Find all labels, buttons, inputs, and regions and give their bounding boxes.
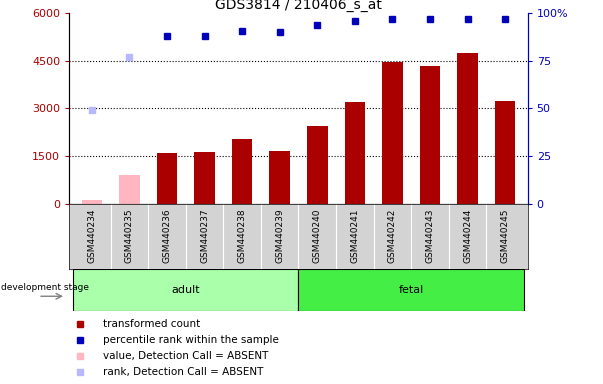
Text: GSM440242: GSM440242 xyxy=(388,209,397,263)
Bar xyxy=(457,53,478,204)
Text: adult: adult xyxy=(171,285,200,295)
Text: fetal: fetal xyxy=(399,285,424,295)
Title: GDS3814 / 210406_s_at: GDS3814 / 210406_s_at xyxy=(215,0,382,12)
Bar xyxy=(73,269,298,311)
Text: GSM440239: GSM440239 xyxy=(275,209,284,263)
Bar xyxy=(494,101,516,204)
Bar xyxy=(81,200,103,204)
Bar xyxy=(194,152,215,204)
Text: GSM440235: GSM440235 xyxy=(125,209,134,263)
Text: GSM440245: GSM440245 xyxy=(500,209,510,263)
Bar xyxy=(344,102,365,204)
Text: value, Detection Call = ABSENT: value, Detection Call = ABSENT xyxy=(103,351,268,361)
Bar xyxy=(298,269,524,311)
Text: rank, Detection Call = ABSENT: rank, Detection Call = ABSENT xyxy=(103,367,263,377)
Bar xyxy=(420,66,440,204)
Bar xyxy=(232,139,253,204)
Bar xyxy=(119,175,140,204)
Text: GSM440236: GSM440236 xyxy=(163,209,171,263)
Text: development stage: development stage xyxy=(1,283,89,292)
Text: GSM440241: GSM440241 xyxy=(350,209,359,263)
Text: percentile rank within the sample: percentile rank within the sample xyxy=(103,335,279,345)
Text: GSM440243: GSM440243 xyxy=(426,209,434,263)
Text: GSM440244: GSM440244 xyxy=(463,209,472,263)
Bar xyxy=(307,126,327,204)
Text: transformed count: transformed count xyxy=(103,319,200,329)
Bar xyxy=(270,151,290,204)
Text: GSM440240: GSM440240 xyxy=(313,209,322,263)
Text: GSM440238: GSM440238 xyxy=(238,209,247,263)
Bar xyxy=(157,154,177,204)
Text: GSM440237: GSM440237 xyxy=(200,209,209,263)
Text: GSM440234: GSM440234 xyxy=(87,209,96,263)
Bar xyxy=(382,61,403,204)
